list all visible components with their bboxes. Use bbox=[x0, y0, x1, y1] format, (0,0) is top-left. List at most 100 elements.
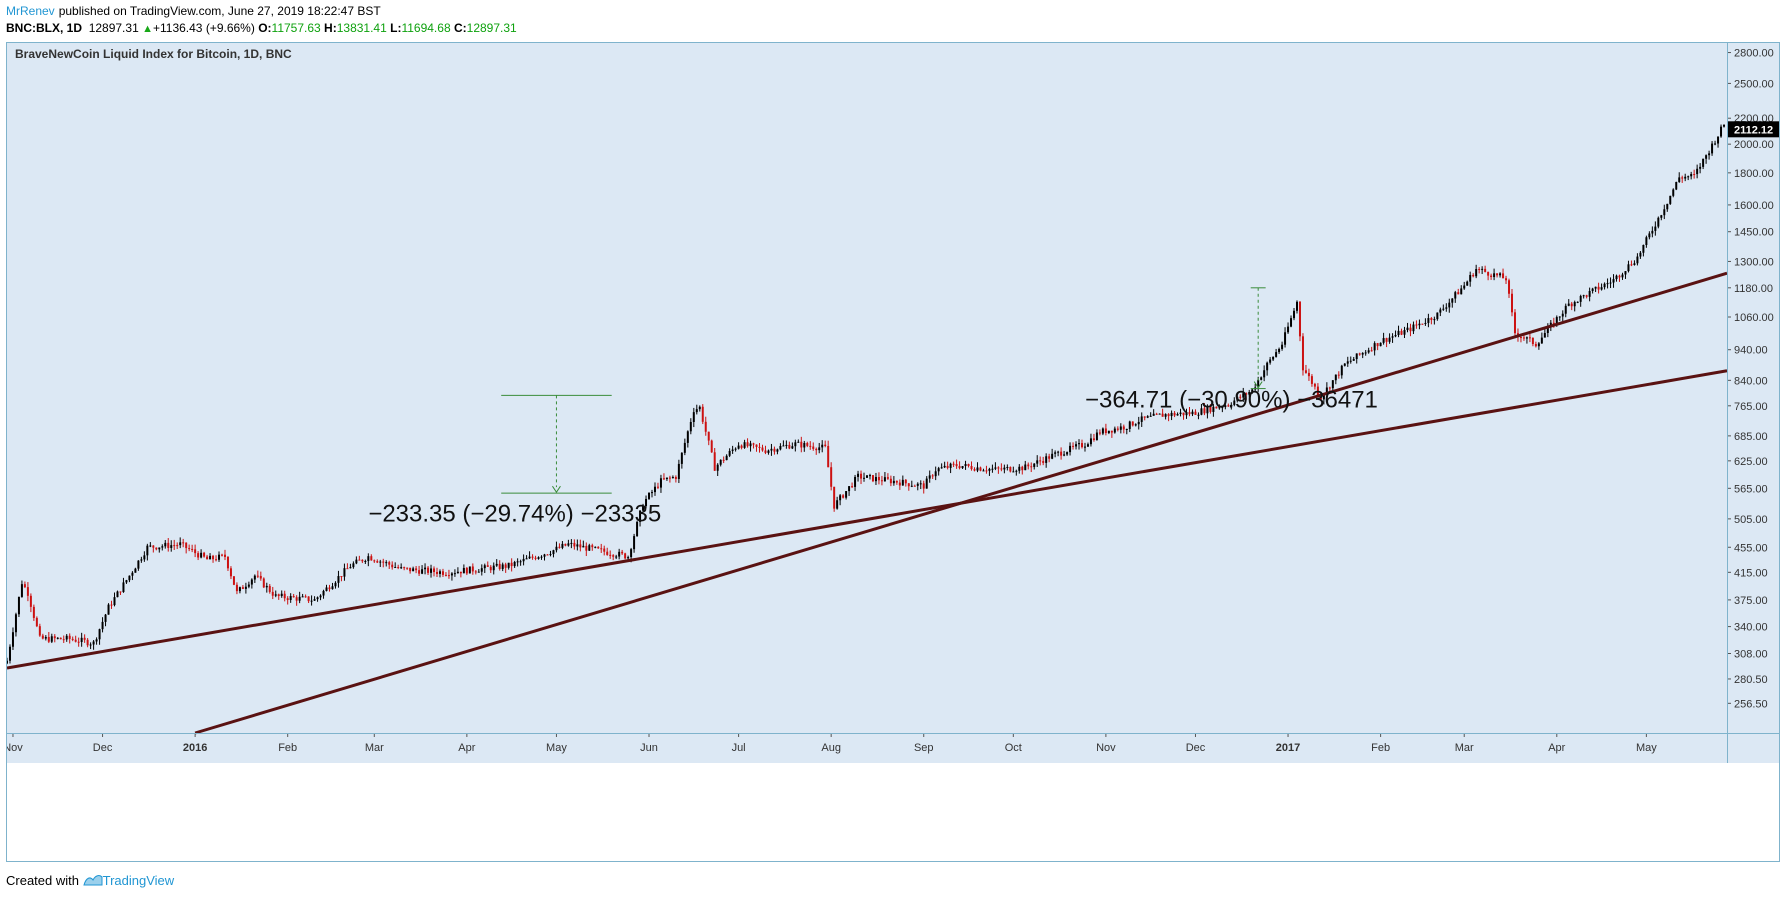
trendline[interactable] bbox=[194, 271, 1728, 735]
candle-body bbox=[11, 632, 14, 647]
candle-body bbox=[857, 473, 860, 477]
candle-body bbox=[1349, 360, 1352, 362]
candle-body bbox=[35, 617, 38, 627]
candle-body bbox=[788, 444, 791, 449]
x-tick-label: Nov bbox=[7, 742, 23, 754]
candle-body bbox=[710, 440, 713, 453]
candle-body bbox=[1033, 463, 1036, 467]
price-axis[interactable] bbox=[1727, 43, 1779, 733]
candle-body bbox=[1325, 387, 1328, 395]
candle-body bbox=[1337, 374, 1340, 376]
candle-body bbox=[979, 467, 982, 471]
candle-body bbox=[955, 464, 958, 467]
candle-body bbox=[128, 575, 131, 581]
candle-body bbox=[648, 492, 651, 499]
candle-body bbox=[316, 597, 319, 600]
candle-body bbox=[59, 637, 62, 640]
chart-frame[interactable]: −233.35 (−29.74%) −23335 −364.71 (−30.90%… bbox=[6, 42, 1780, 862]
candle-body bbox=[26, 587, 29, 596]
candle-body bbox=[1197, 414, 1200, 416]
candle-body bbox=[755, 444, 758, 447]
candle-body bbox=[1182, 412, 1185, 416]
candle-body bbox=[761, 447, 764, 451]
candle-body bbox=[943, 465, 946, 468]
candle-body bbox=[1140, 416, 1143, 422]
candle-body bbox=[1107, 430, 1110, 434]
candle-body bbox=[821, 444, 824, 448]
candle-body bbox=[1687, 176, 1690, 178]
candle-body bbox=[636, 521, 639, 537]
candle-body bbox=[1212, 406, 1215, 412]
candle-body bbox=[358, 559, 361, 561]
candle-body bbox=[570, 542, 573, 544]
candle-body bbox=[200, 552, 203, 558]
candle-body bbox=[1081, 443, 1083, 448]
candle-body bbox=[355, 559, 358, 564]
candle-body bbox=[1531, 337, 1534, 345]
y-tick-label: 280.50 bbox=[1734, 674, 1768, 686]
candle-body bbox=[1083, 446, 1086, 448]
candle-body bbox=[686, 431, 689, 443]
candle-body bbox=[1478, 269, 1481, 271]
candle-body bbox=[1421, 323, 1424, 325]
candle-body bbox=[1558, 316, 1561, 318]
candle-body bbox=[1567, 303, 1570, 306]
candle-body bbox=[1693, 174, 1696, 176]
candle-body bbox=[516, 561, 519, 563]
candle-body bbox=[1708, 153, 1711, 156]
candle-body bbox=[868, 475, 871, 477]
candle-body bbox=[785, 444, 788, 446]
candle-body bbox=[1089, 438, 1092, 445]
candle-body bbox=[1304, 370, 1307, 373]
candle-body bbox=[1078, 443, 1081, 445]
candle-body bbox=[1636, 256, 1639, 264]
candle-body bbox=[564, 543, 567, 546]
candle-body bbox=[1331, 380, 1334, 389]
candle-body bbox=[803, 442, 806, 448]
candle-body bbox=[662, 478, 665, 480]
candle-body bbox=[471, 566, 474, 572]
price-chart[interactable]: −233.35 (−29.74%) −23335 −364.71 (−30.90%… bbox=[7, 43, 1779, 861]
candle-body bbox=[1245, 393, 1248, 395]
candle-body bbox=[403, 567, 406, 569]
candle-body bbox=[540, 556, 543, 558]
candle-body bbox=[1519, 337, 1522, 339]
candle-body bbox=[1651, 230, 1654, 234]
author-link[interactable]: MrRenev bbox=[6, 4, 55, 18]
candle-body bbox=[1714, 143, 1717, 145]
x-tick-label: May bbox=[1636, 742, 1657, 754]
candle-body bbox=[337, 576, 340, 583]
candle-body bbox=[1570, 303, 1573, 307]
candle-body bbox=[349, 567, 352, 569]
candle-body bbox=[1555, 317, 1558, 325]
x-tick-label: Sep bbox=[914, 742, 934, 754]
candle-body bbox=[1048, 456, 1051, 459]
candle-body bbox=[1403, 330, 1406, 335]
candle-body bbox=[382, 561, 385, 563]
candle-body bbox=[38, 626, 41, 636]
candle-body bbox=[621, 551, 624, 554]
candle-body bbox=[1296, 301, 1298, 311]
candle-body bbox=[1600, 287, 1603, 290]
time-axis[interactable] bbox=[7, 733, 1779, 763]
candle-body bbox=[665, 477, 668, 480]
candle-body bbox=[1063, 454, 1066, 456]
candle-body bbox=[465, 567, 468, 574]
y-tick-label: 455.00 bbox=[1734, 542, 1768, 554]
candle-body bbox=[295, 597, 298, 601]
candle-body bbox=[17, 596, 20, 615]
trendline[interactable] bbox=[7, 369, 1728, 670]
candle-body bbox=[430, 568, 433, 573]
close-label: C: bbox=[453, 21, 467, 35]
candle-body bbox=[409, 567, 412, 572]
candle-body bbox=[77, 641, 80, 643]
candle-body bbox=[32, 606, 35, 618]
candle-body bbox=[1696, 168, 1699, 175]
tradingview-link[interactable]: TradingView bbox=[102, 873, 175, 888]
candle-body bbox=[1606, 283, 1609, 285]
candle-body bbox=[877, 477, 880, 481]
candle-body bbox=[1373, 343, 1376, 351]
candle-body bbox=[1412, 324, 1415, 332]
candle-body bbox=[161, 546, 164, 548]
candle-body bbox=[1513, 312, 1516, 334]
